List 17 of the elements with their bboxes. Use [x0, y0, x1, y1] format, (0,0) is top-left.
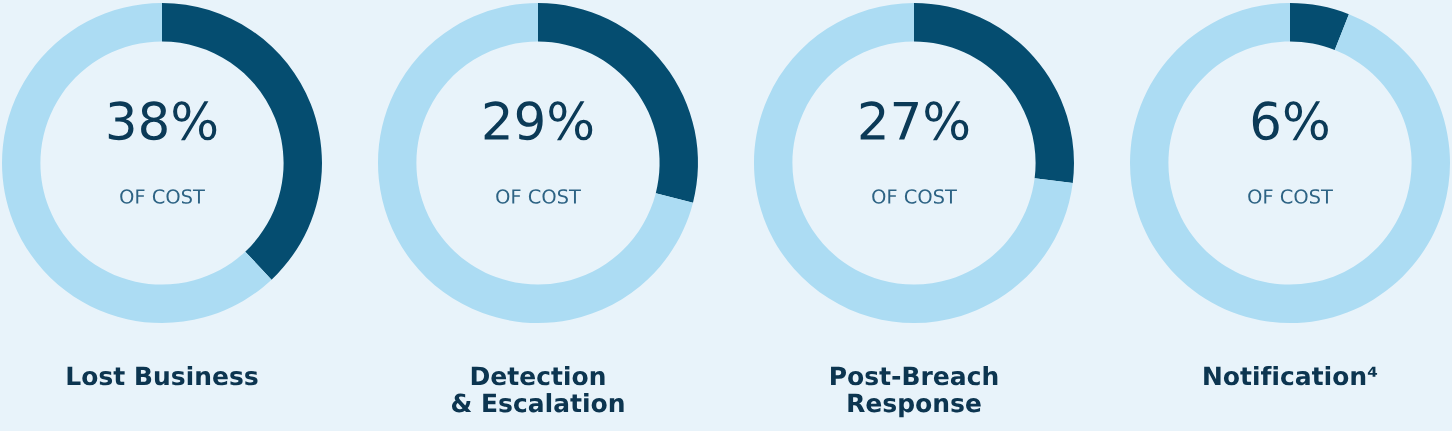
data-label: 27%: [860, 101, 969, 141]
text: OF COST: [120, 189, 205, 204]
donut-slice: [378, 3, 693, 323]
data-label: 38%: [108, 101, 217, 141]
text: OF COST: [496, 189, 581, 204]
text: Lost Business: [67, 366, 258, 386]
donut-slice: [1130, 3, 1450, 323]
text: Post-Breach Response: [831, 366, 998, 418]
donut-slice: [754, 3, 1073, 323]
data-label: 6%: [1252, 101, 1328, 141]
text: Notification⁴: [1204, 366, 1378, 386]
donut-slice: [2, 3, 272, 323]
text: OF COST: [872, 189, 957, 204]
data-label: 29%: [484, 101, 593, 141]
text: Detection & Escalation: [451, 366, 624, 413]
donut-slice: [1290, 3, 1349, 50]
text: OF COST: [1248, 189, 1333, 204]
